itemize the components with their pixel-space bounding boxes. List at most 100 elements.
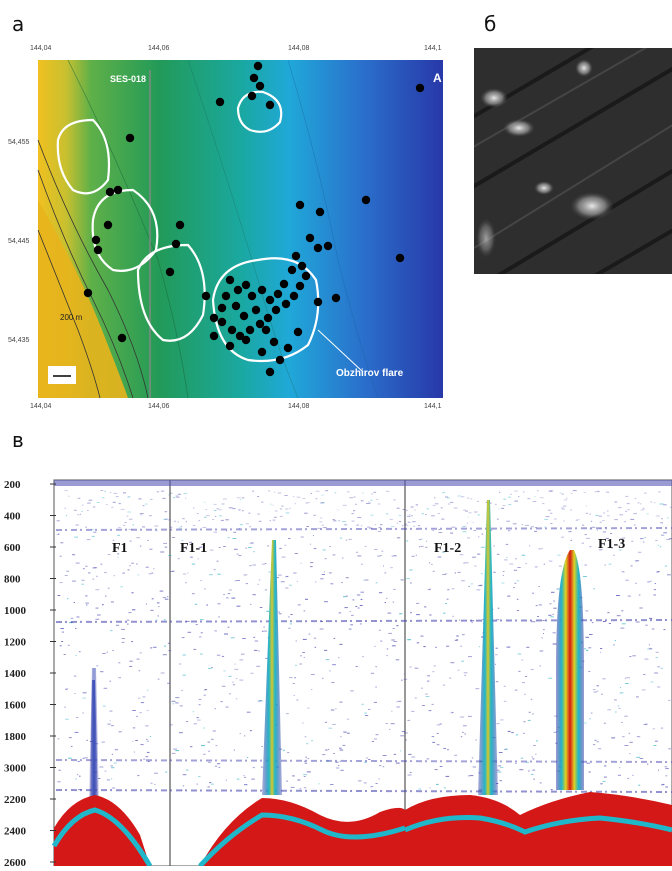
noise-speck xyxy=(193,525,196,526)
noise-speck xyxy=(132,740,134,742)
noise-speck xyxy=(495,663,496,665)
noise-speck xyxy=(624,745,629,746)
noise-speck xyxy=(151,598,154,600)
noise-speck xyxy=(299,663,303,665)
noise-speck xyxy=(475,688,480,690)
noise-speck xyxy=(503,685,506,687)
noise-speck xyxy=(86,604,88,606)
noise-speck xyxy=(252,564,256,566)
noise-speck xyxy=(317,527,321,529)
depth-tick-label: 1200 xyxy=(4,637,27,649)
seep-point xyxy=(241,280,251,290)
noise-speck xyxy=(74,536,78,538)
noise-speck xyxy=(378,778,380,780)
noise-speck xyxy=(530,773,534,775)
noise-speck xyxy=(162,497,166,499)
noise-speck xyxy=(185,497,187,499)
noise-speck xyxy=(60,542,64,544)
noise-speck xyxy=(181,690,183,692)
noise-speck xyxy=(328,727,333,729)
noise-speck xyxy=(447,503,451,505)
noise-speck xyxy=(477,585,482,587)
noise-speck xyxy=(437,513,440,514)
seep-reflection xyxy=(534,181,554,195)
noise-speck xyxy=(505,543,509,545)
noise-speck xyxy=(666,517,669,519)
noise-speck xyxy=(457,495,462,497)
noise-speck xyxy=(303,656,305,658)
noise-speck xyxy=(296,496,301,498)
noise-speck xyxy=(528,711,531,713)
noise-speck xyxy=(339,537,343,539)
noise-speck xyxy=(164,518,168,520)
noise-speck xyxy=(247,757,249,759)
noise-speck xyxy=(503,700,507,702)
sonar-image-svg xyxy=(452,26,672,290)
noise-speck xyxy=(649,617,653,619)
noise-speck xyxy=(160,672,165,674)
noise-speck xyxy=(177,558,180,560)
noise-speck xyxy=(478,646,481,648)
noise-speck xyxy=(124,522,127,523)
seep-reflection xyxy=(575,59,593,77)
noise-speck xyxy=(382,766,385,768)
noise-speck xyxy=(403,673,405,675)
seep-point xyxy=(235,331,245,341)
noise-speck xyxy=(163,518,168,520)
x-tick-top-3: 144,08 xyxy=(288,45,310,52)
noise-speck xyxy=(375,783,378,784)
noise-speck xyxy=(460,736,463,738)
noise-speck xyxy=(104,770,107,772)
noise-speck xyxy=(623,521,626,523)
noise-speck xyxy=(338,520,340,522)
noise-speck xyxy=(296,699,299,701)
noise-speck xyxy=(636,736,641,738)
noise-speck xyxy=(428,710,432,712)
noise-speck xyxy=(268,571,271,573)
noise-speck xyxy=(663,504,667,506)
noise-speck xyxy=(415,554,417,556)
noise-speck xyxy=(349,497,354,499)
noise-speck xyxy=(530,669,534,670)
noise-speck xyxy=(236,553,239,555)
noise-speck xyxy=(121,641,125,643)
noise-speck xyxy=(559,492,562,494)
noise-speck xyxy=(543,633,544,635)
noise-speck xyxy=(489,502,492,504)
noise-speck xyxy=(122,572,125,574)
noise-speck xyxy=(659,503,664,505)
noise-speck xyxy=(585,610,589,612)
noise-speck xyxy=(431,736,435,738)
noise-speck xyxy=(423,646,426,648)
noise-speck xyxy=(523,721,526,723)
noise-speck xyxy=(359,623,362,625)
noise-speck xyxy=(162,597,167,599)
noise-speck xyxy=(558,565,562,567)
noise-speck xyxy=(393,753,396,755)
noise-speck xyxy=(539,650,544,652)
noise-speck xyxy=(66,570,70,572)
noise-speck xyxy=(95,607,99,609)
noise-speck xyxy=(198,520,201,522)
noise-speck xyxy=(140,744,144,746)
noise-speck xyxy=(377,555,381,557)
noise-speck xyxy=(321,524,324,526)
noise-speck xyxy=(220,519,224,521)
noise-speck xyxy=(266,610,269,612)
noise-speck xyxy=(342,521,346,523)
noise-speck xyxy=(56,520,60,522)
noise-speck xyxy=(295,664,297,666)
noise-speck xyxy=(352,599,355,601)
noise-speck xyxy=(109,492,112,494)
noise-speck xyxy=(502,574,504,576)
noise-speck xyxy=(60,628,64,629)
noise-speck xyxy=(311,674,315,675)
noise-speck xyxy=(614,699,617,701)
noise-speck xyxy=(252,490,254,492)
noise-speck xyxy=(466,497,470,499)
noise-speck xyxy=(506,520,510,522)
noise-speck xyxy=(150,498,153,500)
noise-speck xyxy=(588,771,591,773)
noise-speck xyxy=(657,544,659,546)
noise-speck xyxy=(596,690,599,692)
